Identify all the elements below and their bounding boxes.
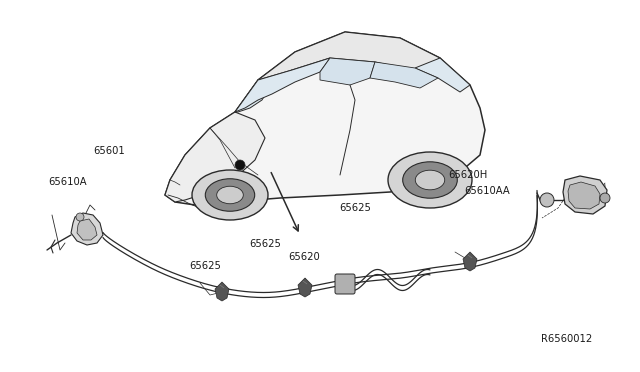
- Ellipse shape: [217, 186, 243, 204]
- Text: R6560012: R6560012: [541, 334, 592, 344]
- Ellipse shape: [403, 162, 458, 198]
- Text: 65620H: 65620H: [448, 170, 487, 180]
- Polygon shape: [463, 252, 477, 271]
- Text: 65625: 65625: [250, 239, 282, 248]
- Circle shape: [600, 193, 610, 203]
- Polygon shape: [370, 62, 438, 88]
- Ellipse shape: [192, 170, 268, 220]
- Ellipse shape: [388, 152, 472, 208]
- FancyBboxPatch shape: [335, 274, 355, 294]
- Polygon shape: [563, 176, 607, 214]
- Polygon shape: [71, 213, 103, 245]
- Ellipse shape: [415, 170, 445, 190]
- Text: 65620: 65620: [288, 252, 320, 262]
- Circle shape: [540, 193, 554, 207]
- Circle shape: [235, 160, 245, 170]
- Polygon shape: [258, 32, 440, 90]
- Text: 65625: 65625: [339, 203, 371, 213]
- Circle shape: [76, 213, 84, 221]
- Polygon shape: [415, 58, 470, 92]
- Polygon shape: [235, 58, 330, 112]
- Polygon shape: [568, 182, 600, 209]
- Text: 65601: 65601: [93, 146, 125, 155]
- Text: 65625: 65625: [189, 261, 221, 271]
- Polygon shape: [165, 112, 265, 202]
- Polygon shape: [320, 58, 375, 85]
- Polygon shape: [298, 278, 312, 297]
- Polygon shape: [165, 32, 485, 205]
- Polygon shape: [235, 70, 292, 112]
- Polygon shape: [77, 219, 97, 240]
- Polygon shape: [215, 282, 229, 301]
- Text: 65610A: 65610A: [48, 177, 86, 187]
- Text: 65610AA: 65610AA: [464, 186, 509, 196]
- Ellipse shape: [205, 179, 255, 211]
